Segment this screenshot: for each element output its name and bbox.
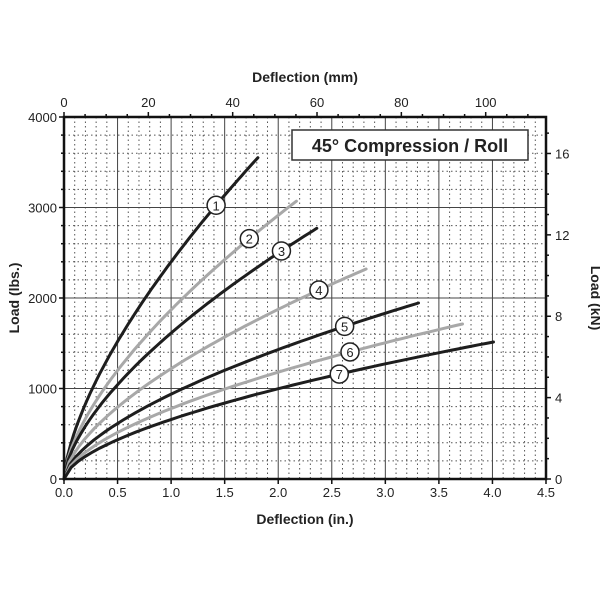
series-marker-6 — [340, 342, 360, 362]
x-tick-label: 4.0 — [483, 485, 501, 500]
x-tick-label: 3.5 — [430, 485, 448, 500]
x-tick-label: 3.0 — [376, 485, 394, 500]
series-marker-5 — [334, 316, 355, 337]
y-tick-label: 3000 — [28, 201, 57, 216]
y2-tick-label: 12 — [555, 228, 569, 243]
series-marker-7 — [329, 364, 350, 384]
x-tick-label: 0.5 — [109, 485, 127, 500]
y-tick-label: 0 — [50, 472, 57, 487]
y-tick-label: 1000 — [28, 382, 57, 397]
series-marker-3 — [271, 241, 292, 261]
y2-tick-label: 4 — [555, 391, 562, 406]
series-label-5: 5 — [341, 319, 348, 334]
curves: 1 2 3 4 5 67 — [62, 156, 495, 481]
series-marker-1 — [206, 195, 226, 216]
series-line-6 — [62, 322, 464, 481]
series-label-4: 4 — [315, 283, 322, 298]
series-line-7 — [62, 340, 495, 481]
series-label-2: 2 — [246, 232, 253, 247]
title-box: 45° Compression / Roll — [291, 129, 529, 161]
chart-title: 45° Compression / Roll — [312, 136, 508, 156]
x-tick-label: 2.5 — [323, 485, 341, 500]
y-axis-label: Load (lbs.) — [6, 263, 22, 334]
y-tick-label: 4000 — [28, 110, 57, 125]
x2-tick-label: 0 — [60, 95, 67, 110]
x2-axis-label: Deflection (mm) — [252, 69, 358, 85]
y-tick-label: 2000 — [28, 291, 57, 306]
x-tick-label: 1.5 — [216, 485, 234, 500]
series-label-3: 3 — [278, 244, 285, 259]
ticks: 0.0 0.5 1.0 1.5 2.0 2.5 3.0 3.5 4.0 4.50100020003… — [28, 95, 569, 500]
y2-axis-label: Load (kN) — [588, 266, 600, 331]
x-tick-label: 4.5 — [537, 485, 555, 500]
y2-tick-label: 16 — [555, 146, 569, 161]
series-label-1: 1 — [212, 198, 219, 213]
x2-tick-label: 20 — [141, 95, 155, 110]
x-tick-label: 1.0 — [162, 485, 180, 500]
x2-tick-label: 80 — [394, 95, 408, 110]
series-label-6: 6 — [346, 345, 353, 360]
series-label-7: 7 — [336, 367, 343, 382]
y2-tick-label: 0 — [555, 472, 562, 487]
y2-tick-label: 8 — [555, 309, 562, 324]
series-marker-4 — [309, 280, 329, 300]
series-line-5 — [62, 301, 420, 481]
x-axis-label: Deflection (in.) — [256, 511, 353, 527]
x2-tick-label: 100 — [475, 95, 497, 110]
x2-tick-label: 40 — [225, 95, 239, 110]
x-tick-label: 0.0 — [55, 485, 73, 500]
x2-tick-label: 60 — [310, 95, 324, 110]
series-line-2 — [62, 199, 298, 481]
series-line-1 — [62, 156, 260, 481]
series-marker-2 — [239, 228, 260, 249]
x-tick-label: 2.0 — [269, 485, 287, 500]
